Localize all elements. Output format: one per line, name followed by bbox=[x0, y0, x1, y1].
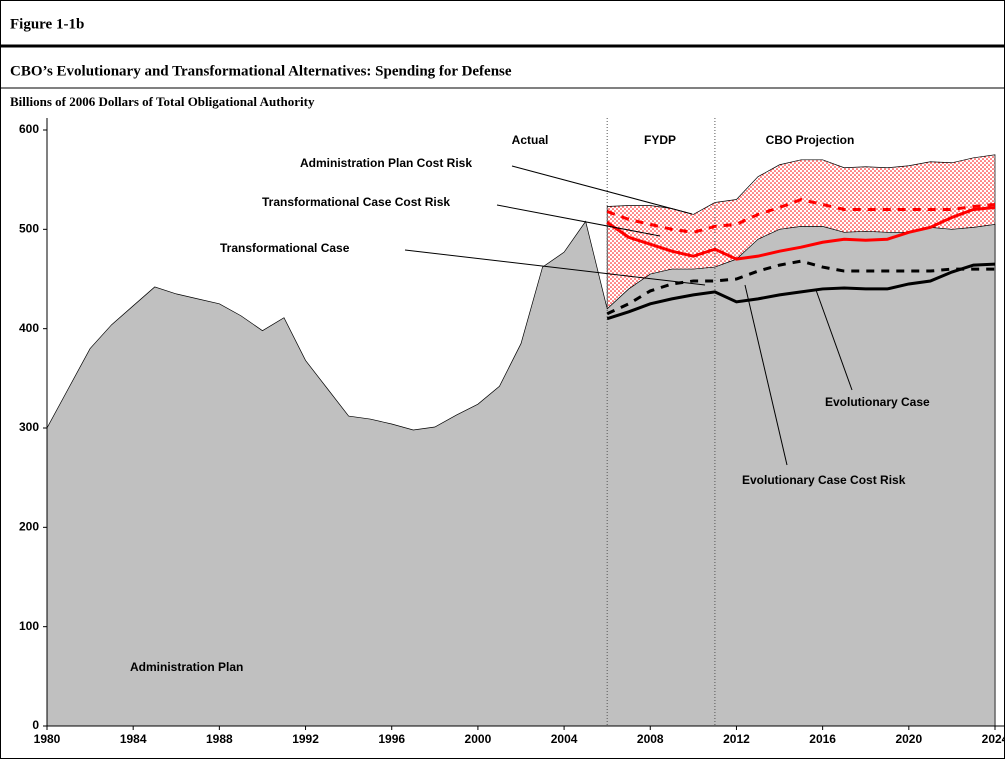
leader-line bbox=[511, 165, 693, 215]
series-label: Administration Plan Cost Risk bbox=[300, 156, 472, 170]
period-label: CBO Projection bbox=[766, 133, 855, 147]
series-label: Transformational Case bbox=[220, 241, 350, 255]
x-tick-label: 1984 bbox=[120, 732, 147, 746]
y-tick-label: 0 bbox=[32, 718, 39, 732]
series-label: Evolutionary Case bbox=[825, 395, 930, 409]
x-tick-label: 2000 bbox=[465, 732, 492, 746]
y-tick-label: 200 bbox=[19, 520, 39, 534]
y-tick-label: 400 bbox=[19, 321, 39, 335]
x-tick-label: 1980 bbox=[34, 732, 61, 746]
area bbox=[47, 220, 996, 727]
plot bbox=[47, 118, 996, 727]
series-label: Transformational Case Cost Risk bbox=[262, 195, 450, 209]
series-label: Administration Plan bbox=[130, 660, 243, 674]
leader-line bbox=[815, 289, 853, 391]
x-tick-label: 2004 bbox=[551, 732, 578, 746]
period-label: FYDP bbox=[644, 133, 676, 147]
line bbox=[606, 262, 996, 321]
line bbox=[606, 197, 996, 234]
x-tick-label: 2008 bbox=[637, 732, 664, 746]
y-tick-label: 300 bbox=[19, 420, 39, 434]
line bbox=[606, 205, 996, 261]
x-tick-label: 1996 bbox=[378, 732, 405, 746]
period-label: Actual bbox=[512, 133, 549, 147]
x-tick-label: 1988 bbox=[206, 732, 233, 746]
overlay: 0 100 200 300 400 500 600 1980 1984 1988 1992 1996 2… bbox=[19, 118, 1005, 746]
leader-line bbox=[404, 249, 706, 286]
x-tick-label: 1992 bbox=[292, 732, 319, 746]
x-tick-label: 2024 bbox=[982, 732, 1005, 746]
leader-line bbox=[496, 204, 661, 237]
y-tick-label: 600 bbox=[19, 122, 39, 136]
series-label: Evolutionary Case Cost Risk bbox=[742, 473, 906, 487]
y-axis-label: Billions of 2006 Dollars of Total Obliga… bbox=[10, 94, 315, 109]
line bbox=[606, 259, 995, 316]
leader-line bbox=[744, 284, 788, 466]
figure-label: Figure 1-1b bbox=[10, 16, 84, 32]
x-tick-label: 2020 bbox=[895, 732, 922, 746]
y-tick-label: 500 bbox=[19, 222, 39, 236]
x-tick-label: 2012 bbox=[723, 732, 750, 746]
x-tick-label: 2016 bbox=[809, 732, 836, 746]
chart-title: CBO’s Evolutionary and Transformational … bbox=[10, 63, 512, 79]
y-tick-label: 100 bbox=[19, 619, 39, 633]
